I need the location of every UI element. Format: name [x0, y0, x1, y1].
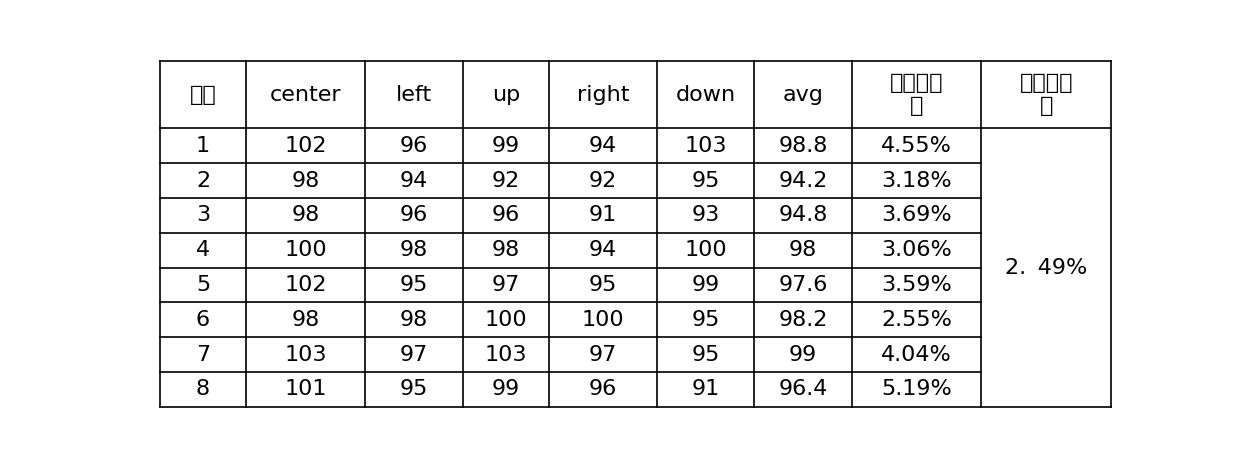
Text: 3: 3 — [196, 205, 210, 225]
Text: 96: 96 — [399, 205, 428, 225]
Text: 95: 95 — [589, 275, 618, 295]
Text: 92: 92 — [491, 170, 520, 191]
Text: 93: 93 — [692, 205, 720, 225]
Text: 100: 100 — [582, 310, 625, 330]
Text: 2: 2 — [196, 170, 210, 191]
Text: 98: 98 — [399, 310, 428, 330]
Text: 6: 6 — [196, 310, 210, 330]
Text: right: right — [577, 85, 630, 105]
Text: 96: 96 — [589, 379, 618, 399]
Text: 片内均匀
性: 片内均匀 性 — [890, 73, 944, 116]
Text: 3.69%: 3.69% — [882, 205, 952, 225]
Text: 98.2: 98.2 — [779, 310, 828, 330]
Text: 8: 8 — [196, 379, 210, 399]
Text: down: down — [676, 85, 735, 105]
Text: 98: 98 — [399, 240, 428, 260]
Text: 103: 103 — [284, 344, 327, 364]
Text: 92: 92 — [589, 170, 618, 191]
Text: 95: 95 — [692, 170, 720, 191]
Text: 100: 100 — [284, 240, 327, 260]
Text: 100: 100 — [684, 240, 727, 260]
Text: 2.  49%: 2. 49% — [1006, 257, 1087, 277]
Text: 91: 91 — [589, 205, 618, 225]
Text: 98: 98 — [491, 240, 520, 260]
Text: 100: 100 — [485, 310, 527, 330]
Text: 94: 94 — [399, 170, 428, 191]
Text: 3.59%: 3.59% — [882, 275, 952, 295]
Text: 99: 99 — [491, 379, 520, 399]
Text: 91: 91 — [692, 379, 720, 399]
Text: avg: avg — [782, 85, 823, 105]
Text: 99: 99 — [491, 136, 520, 156]
Text: 98: 98 — [291, 310, 320, 330]
Text: 2.55%: 2.55% — [882, 310, 952, 330]
Text: 103: 103 — [684, 136, 727, 156]
Text: 102: 102 — [284, 275, 327, 295]
Text: left: left — [396, 85, 432, 105]
Text: 97: 97 — [491, 275, 520, 295]
Text: center: center — [270, 85, 341, 105]
Text: 95: 95 — [692, 344, 720, 364]
Text: 94: 94 — [589, 136, 618, 156]
Text: 3.18%: 3.18% — [882, 170, 952, 191]
Text: 98.8: 98.8 — [779, 136, 828, 156]
Text: 97: 97 — [399, 344, 428, 364]
Text: 97: 97 — [589, 344, 618, 364]
Text: 99: 99 — [692, 275, 720, 295]
Text: 96.4: 96.4 — [779, 379, 828, 399]
Text: 94: 94 — [589, 240, 618, 260]
Text: 95: 95 — [399, 275, 428, 295]
Text: 97.6: 97.6 — [779, 275, 828, 295]
Text: 98: 98 — [291, 170, 320, 191]
Text: 98: 98 — [291, 205, 320, 225]
Text: 1: 1 — [196, 136, 210, 156]
Text: 温区: 温区 — [190, 85, 217, 105]
Text: 5: 5 — [196, 275, 210, 295]
Text: 94.2: 94.2 — [779, 170, 828, 191]
Text: 95: 95 — [692, 310, 720, 330]
Text: 3.06%: 3.06% — [882, 240, 952, 260]
Text: 95: 95 — [399, 379, 428, 399]
Text: 99: 99 — [789, 344, 817, 364]
Text: 96: 96 — [491, 205, 520, 225]
Text: 94.8: 94.8 — [779, 205, 828, 225]
Text: 101: 101 — [284, 379, 327, 399]
Text: 4.55%: 4.55% — [882, 136, 952, 156]
Text: 98: 98 — [789, 240, 817, 260]
Text: 102: 102 — [284, 136, 327, 156]
Text: up: up — [491, 85, 520, 105]
Text: 7: 7 — [196, 344, 210, 364]
Text: 96: 96 — [399, 136, 428, 156]
Text: 4: 4 — [196, 240, 210, 260]
Text: 5.19%: 5.19% — [882, 379, 952, 399]
Text: 4.04%: 4.04% — [882, 344, 952, 364]
Text: 片间均匀
性: 片间均匀 性 — [1019, 73, 1073, 116]
Text: 103: 103 — [485, 344, 527, 364]
